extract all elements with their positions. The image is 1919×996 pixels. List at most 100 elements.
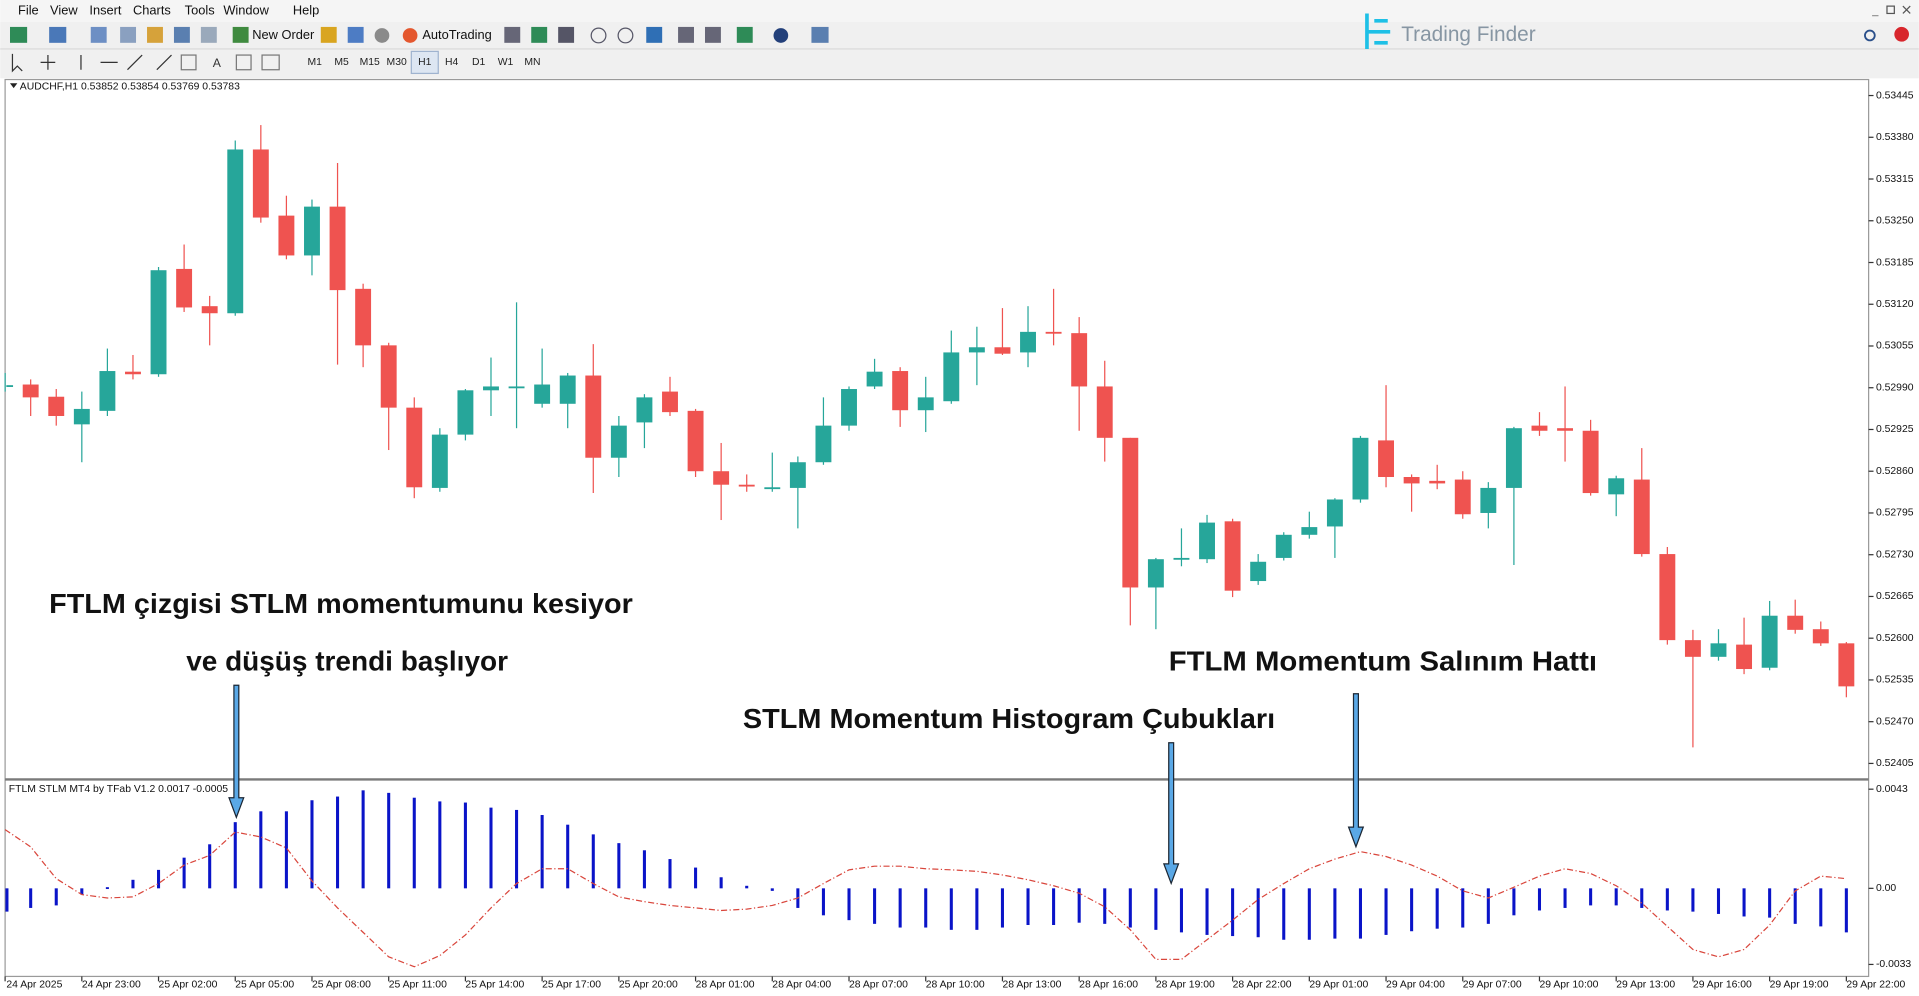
histogram-bar: [1077, 888, 1081, 923]
histogram-bar: [668, 859, 672, 889]
new-order-icon[interactable]: [232, 26, 249, 43]
draw-icons[interactable]: [80, 54, 172, 71]
timeframe-button[interactable]: MN: [524, 57, 540, 68]
candle-body: [1378, 440, 1394, 478]
candle-body: [815, 425, 832, 463]
candle-body: [1710, 643, 1727, 657]
text-tool[interactable]: A: [213, 56, 222, 70]
candle-body: [1199, 522, 1215, 560]
candle-body: [150, 270, 167, 375]
timeframe-button[interactable]: H1: [418, 57, 432, 68]
menu-item[interactable]: Charts: [133, 2, 171, 17]
histogram-bar: [1486, 888, 1490, 924]
search[interactable]: [1864, 29, 1876, 42]
histogram-bar: [1128, 888, 1132, 928]
histogram-bar: [949, 888, 953, 930]
icon: [120, 26, 137, 43]
timeframe-button[interactable]: M5: [334, 57, 349, 68]
zoom-out[interactable]: [617, 27, 634, 44]
histogram-bar: [847, 888, 851, 921]
toolbar-button[interactable]: New Order: [252, 27, 315, 42]
candle-body: [406, 407, 423, 488]
candle-body: [994, 347, 1011, 354]
x-tick-label: 25 Apr 02:00: [159, 980, 218, 991]
icon: [704, 26, 721, 43]
zoom-in[interactable]: [590, 27, 607, 44]
candle-body: [1429, 480, 1446, 484]
histogram-bar: [1154, 888, 1158, 930]
menu-item[interactable]: Tools: [185, 2, 215, 17]
candle-body: [1454, 479, 1471, 515]
candle-body: [99, 371, 116, 411]
icon: [235, 54, 252, 71]
timeframe-button[interactable]: H4: [445, 57, 459, 68]
histogram-bar: [591, 834, 595, 889]
histogram-bar: [1665, 888, 1669, 911]
menu-item[interactable]: Insert: [89, 2, 122, 17]
histogram-bar: [29, 888, 33, 908]
histogram-bar: [1205, 888, 1209, 935]
candle-body: [943, 352, 960, 402]
histogram-bar: [1103, 888, 1107, 924]
icon: [9, 26, 28, 43]
crosshair-icon[interactable]: [40, 55, 56, 70]
x-tick-label: 29 Apr 04:00: [1386, 980, 1445, 991]
y-tick-label: 0.52470: [1876, 716, 1914, 727]
menu-item[interactable]: File: [18, 2, 39, 17]
timeframe-button[interactable]: W1: [498, 57, 514, 68]
cursor-icon[interactable]: [11, 53, 23, 73]
logo: Trading Finder: [1365, 13, 1536, 49]
annotation: ve düşüş trendi başlıyor: [186, 646, 508, 677]
candle-body: [1480, 487, 1497, 513]
x-tick-label: 29 Apr 16:00: [1693, 980, 1752, 991]
timeframe-button[interactable]: D1: [472, 57, 486, 68]
x-tick-label: 28 Apr 16:00: [1079, 980, 1138, 991]
y-tick-label: 0.52665: [1876, 591, 1914, 602]
icon: [646, 26, 663, 43]
menu-item[interactable]: View: [50, 2, 78, 17]
candle-body: [278, 215, 295, 256]
notification[interactable]: [1894, 26, 1910, 42]
icon: [678, 26, 694, 43]
candle-body: [764, 487, 781, 490]
candle-body: [841, 389, 857, 426]
histogram-bar: [898, 888, 902, 928]
timeframe-button[interactable]: M30: [387, 57, 407, 68]
timeframe-button[interactable]: M15: [360, 57, 380, 68]
close[interactable]: [1902, 5, 1911, 14]
histogram-bar: [1793, 888, 1797, 924]
menu-item[interactable]: Help: [293, 2, 319, 17]
timeframe-button[interactable]: M1: [307, 57, 322, 68]
menu-item[interactable]: Window: [223, 2, 269, 17]
y-tick-label: 0.0043: [1876, 784, 1908, 795]
candle-body: [1250, 561, 1267, 582]
annotation: FTLM Momentum Salınım Hattı: [1169, 646, 1597, 677]
x-tick-label: 25 Apr 08:00: [312, 980, 371, 991]
histogram-bar: [105, 887, 109, 890]
autotrading-icon[interactable]: [402, 28, 418, 43]
menu: File View Insert Charts Tools Window Help: [18, 2, 319, 17]
y-tick-label: 0.52600: [1876, 633, 1914, 644]
candle-body: [662, 391, 678, 413]
histogram-bar: [412, 797, 416, 889]
menu-bar: [0, 0, 1919, 23]
histogram-bar: [1691, 888, 1695, 912]
x-tick-label: 24 Apr 2025: [6, 980, 62, 991]
restore[interactable]: [1886, 5, 1895, 15]
candle-body: [687, 410, 704, 472]
candle-body: [483, 386, 499, 391]
candle-body: [1582, 430, 1599, 494]
logo-text: Trading Finder: [1401, 23, 1536, 46]
y-tick-label: 0.53315: [1876, 174, 1914, 185]
minimize[interactable]: _: [1871, 5, 1879, 17]
annotation: STLM Momentum Histogram Çubukları: [743, 703, 1275, 734]
candle-body: [329, 206, 346, 291]
x-tick-label: 28 Apr 13:00: [1002, 980, 1061, 991]
chart-menu[interactable]: [9, 83, 18, 89]
histogram-bar: [1589, 888, 1593, 906]
x-tick-label: 25 Apr 20:00: [619, 980, 678, 991]
histogram-bar: [540, 815, 544, 889]
toolbar-button[interactable]: AutoTrading: [422, 27, 491, 42]
x-tick-label: 29 Apr 19:00: [1770, 980, 1829, 991]
